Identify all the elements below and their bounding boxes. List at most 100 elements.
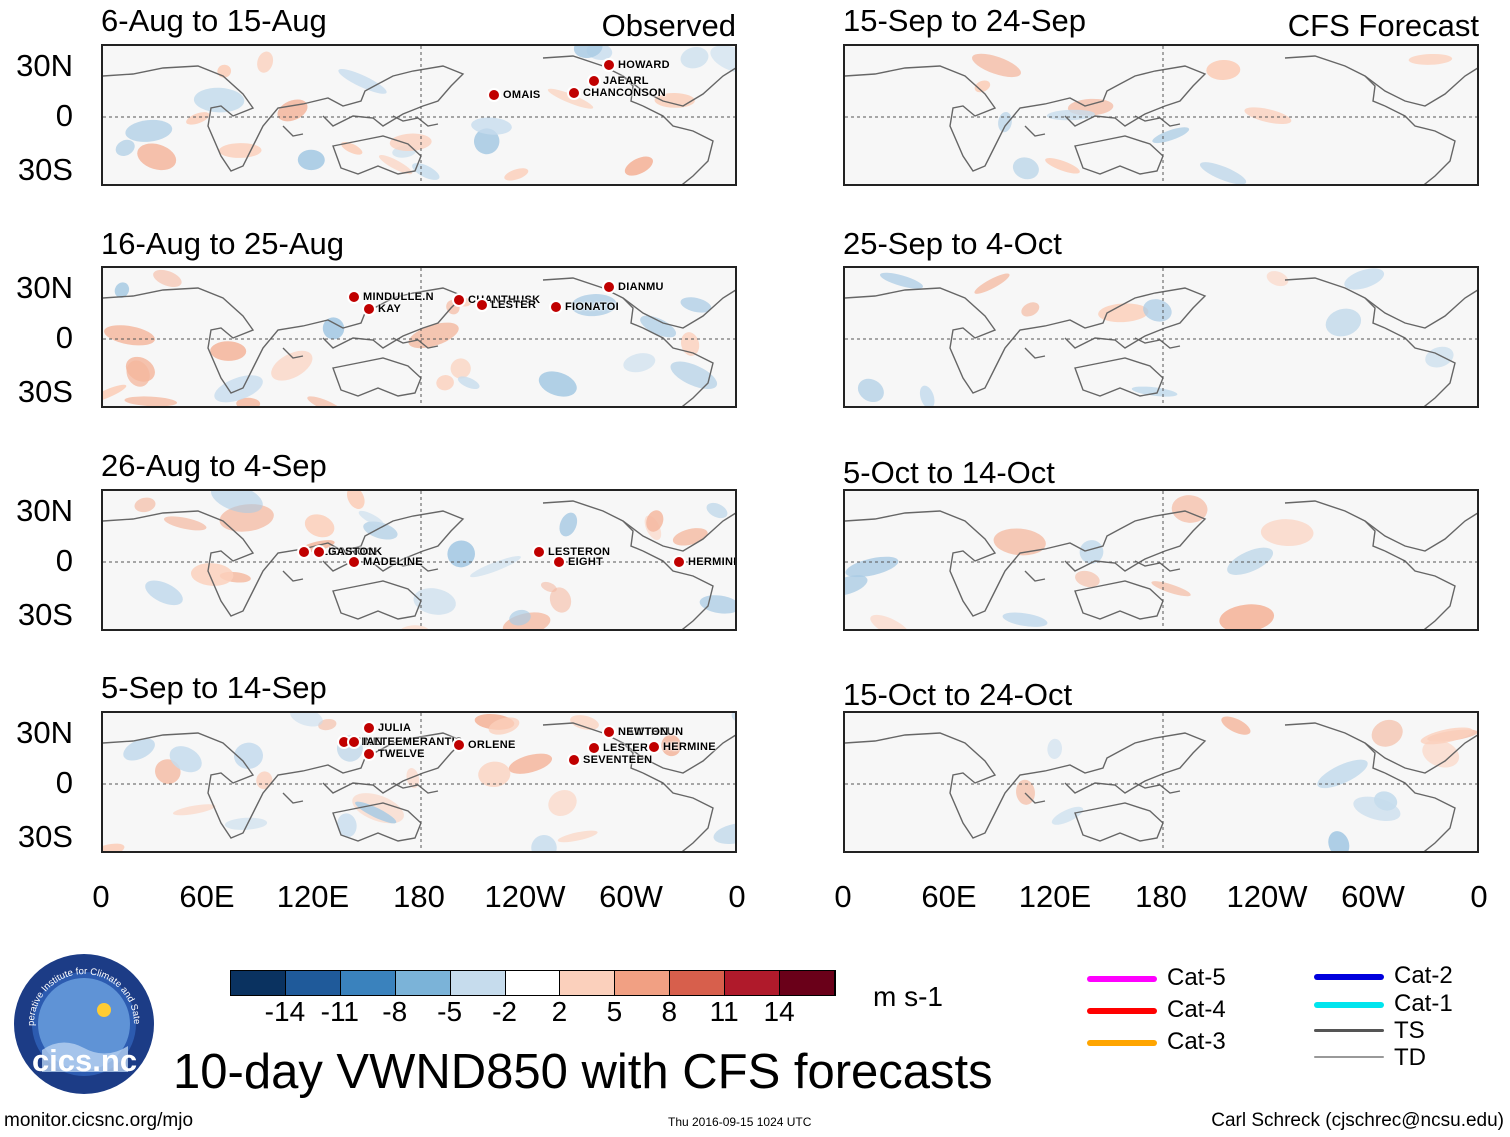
coastline (282, 570, 304, 582)
storm-name: DIANMU (618, 280, 664, 293)
wind-anomaly-blob (457, 376, 480, 390)
longitude-label: 60W (599, 879, 663, 914)
longitude-label: 180 (393, 879, 445, 914)
coastline (1134, 782, 1181, 794)
wind-anomaly-blob (153, 269, 182, 287)
wind-anomaly-blob (470, 556, 521, 578)
vwnd-map-panel: SEVENTEEN NAMTHEUN LESTER HERMINE JULIA NINET… (101, 711, 737, 853)
wind-anomaly-blob (1317, 759, 1368, 789)
colorbar-swatch (780, 971, 835, 995)
storm-name: NEWTON (618, 725, 669, 738)
wind-anomaly-blob (257, 51, 274, 73)
wind-anomaly-blob (193, 87, 245, 113)
coastline (332, 802, 422, 842)
wind-anomaly-blob (573, 46, 603, 59)
coastline (845, 510, 1207, 617)
coastline (1364, 297, 1386, 329)
legend-label: Cat-1 (1394, 990, 1453, 1017)
tropical-cyclone-marker: HERMINE (672, 555, 737, 569)
wind-anomaly-blob (408, 322, 459, 349)
colorbar-swatch (450, 971, 506, 995)
wind-anomaly-blob (1012, 157, 1039, 180)
storm-name: JAEARL (603, 74, 649, 87)
wind-anomaly-blob (214, 375, 263, 403)
wind-anomaly-blob (974, 80, 991, 93)
vwnd-map-panel (843, 266, 1479, 408)
coastline (332, 135, 422, 175)
footer-author: Carl Schreck (cjschrec@ncsu.edu) (1211, 1110, 1504, 1131)
wind-anomaly-blob (471, 117, 512, 135)
coastline (1364, 75, 1386, 107)
legend-label: Cat-2 (1394, 962, 1453, 989)
latitude-label: 30S (17, 374, 73, 409)
tropical-cyclone-marker: LESTERON (532, 545, 610, 559)
longitude-label: 60E (921, 879, 977, 914)
wind-anomaly-blob (1151, 581, 1191, 597)
tropical-cyclone-marker: NEWTON (602, 725, 668, 739)
storm-name: HERMINE (688, 555, 737, 568)
wind-anomaly-blob (290, 713, 323, 727)
coastline (1134, 115, 1181, 127)
coastline (103, 287, 465, 394)
coastline (1284, 500, 1477, 552)
colorbar (230, 970, 836, 996)
wind-anomaly-blob (998, 111, 1012, 133)
wind-anomaly-blob (1266, 271, 1289, 287)
coastline (392, 115, 439, 127)
legend-label: TS (1394, 1017, 1425, 1044)
wind-anomaly-blob (548, 790, 577, 816)
tropical-cyclone-marker: HOWARD (602, 58, 670, 72)
wind-anomaly-blob (1171, 495, 1208, 523)
legend-swatch (1087, 1008, 1157, 1014)
storm-name: JULIA (378, 721, 412, 734)
observed-header: Observed (601, 8, 736, 43)
colorbar-swatch (285, 971, 341, 995)
latitude-label: 0 (55, 98, 73, 133)
longitude-label: 0 (1470, 879, 1488, 914)
wind-anomaly-blob (1328, 831, 1350, 851)
longitude-label: 120W (1226, 879, 1308, 914)
coastline (1134, 337, 1181, 349)
coastline (845, 65, 1207, 172)
wind-anomaly-blob (163, 516, 207, 531)
colorbar-tick-label: -5 (437, 996, 463, 1027)
main-title: 10-day VWND850 with CFS forecasts (173, 1045, 993, 1099)
wind-anomaly-blob (1079, 540, 1104, 564)
coastline (392, 337, 439, 349)
wind-anomaly-blob (378, 154, 413, 175)
wind-anomaly-blob (993, 528, 1046, 556)
coastline (622, 520, 644, 552)
colorbar-swatch (615, 971, 671, 995)
wind-anomaly-blob (103, 843, 125, 851)
coastline (542, 55, 735, 107)
colorbar-tick-label: 14 (763, 996, 795, 1027)
footer-url[interactable]: monitor.cicsnc.org/mjo (4, 1110, 194, 1131)
coastline (1384, 105, 1456, 184)
wind-anomaly-blob (1227, 547, 1274, 575)
wind-anomaly-blob (680, 297, 712, 313)
legend-label: Cat-5 (1167, 964, 1226, 991)
coastline (1284, 277, 1477, 329)
colorbar-swatch (231, 971, 286, 995)
longitude-label: 120E (276, 879, 350, 914)
colorbar-swatch (725, 971, 781, 995)
wind-anomaly-blob (670, 361, 718, 390)
wind-anomaly-blob (870, 614, 910, 629)
colorbar-swatch (670, 971, 726, 995)
vwnd-map-panel (843, 711, 1479, 853)
wind-anomaly-blob (413, 588, 456, 615)
wind-anomaly-blob (706, 502, 728, 519)
coastline (282, 792, 304, 804)
storm-name: IAN (363, 735, 383, 748)
colorbar-tick-label: -8 (382, 996, 408, 1027)
legend-label: TD (1394, 1044, 1426, 1071)
wind-anomaly-blob (509, 609, 531, 626)
coastline (1384, 772, 1456, 851)
wind-anomaly-blob (571, 294, 617, 317)
storm-name: MINDULLE.N (363, 290, 434, 303)
coastline (1074, 135, 1164, 175)
wind-anomaly-blob (731, 713, 735, 722)
wind-anomaly-blob (680, 332, 700, 356)
wind-anomaly-blob (1002, 612, 1048, 627)
wind-anomaly-blob (508, 753, 553, 774)
